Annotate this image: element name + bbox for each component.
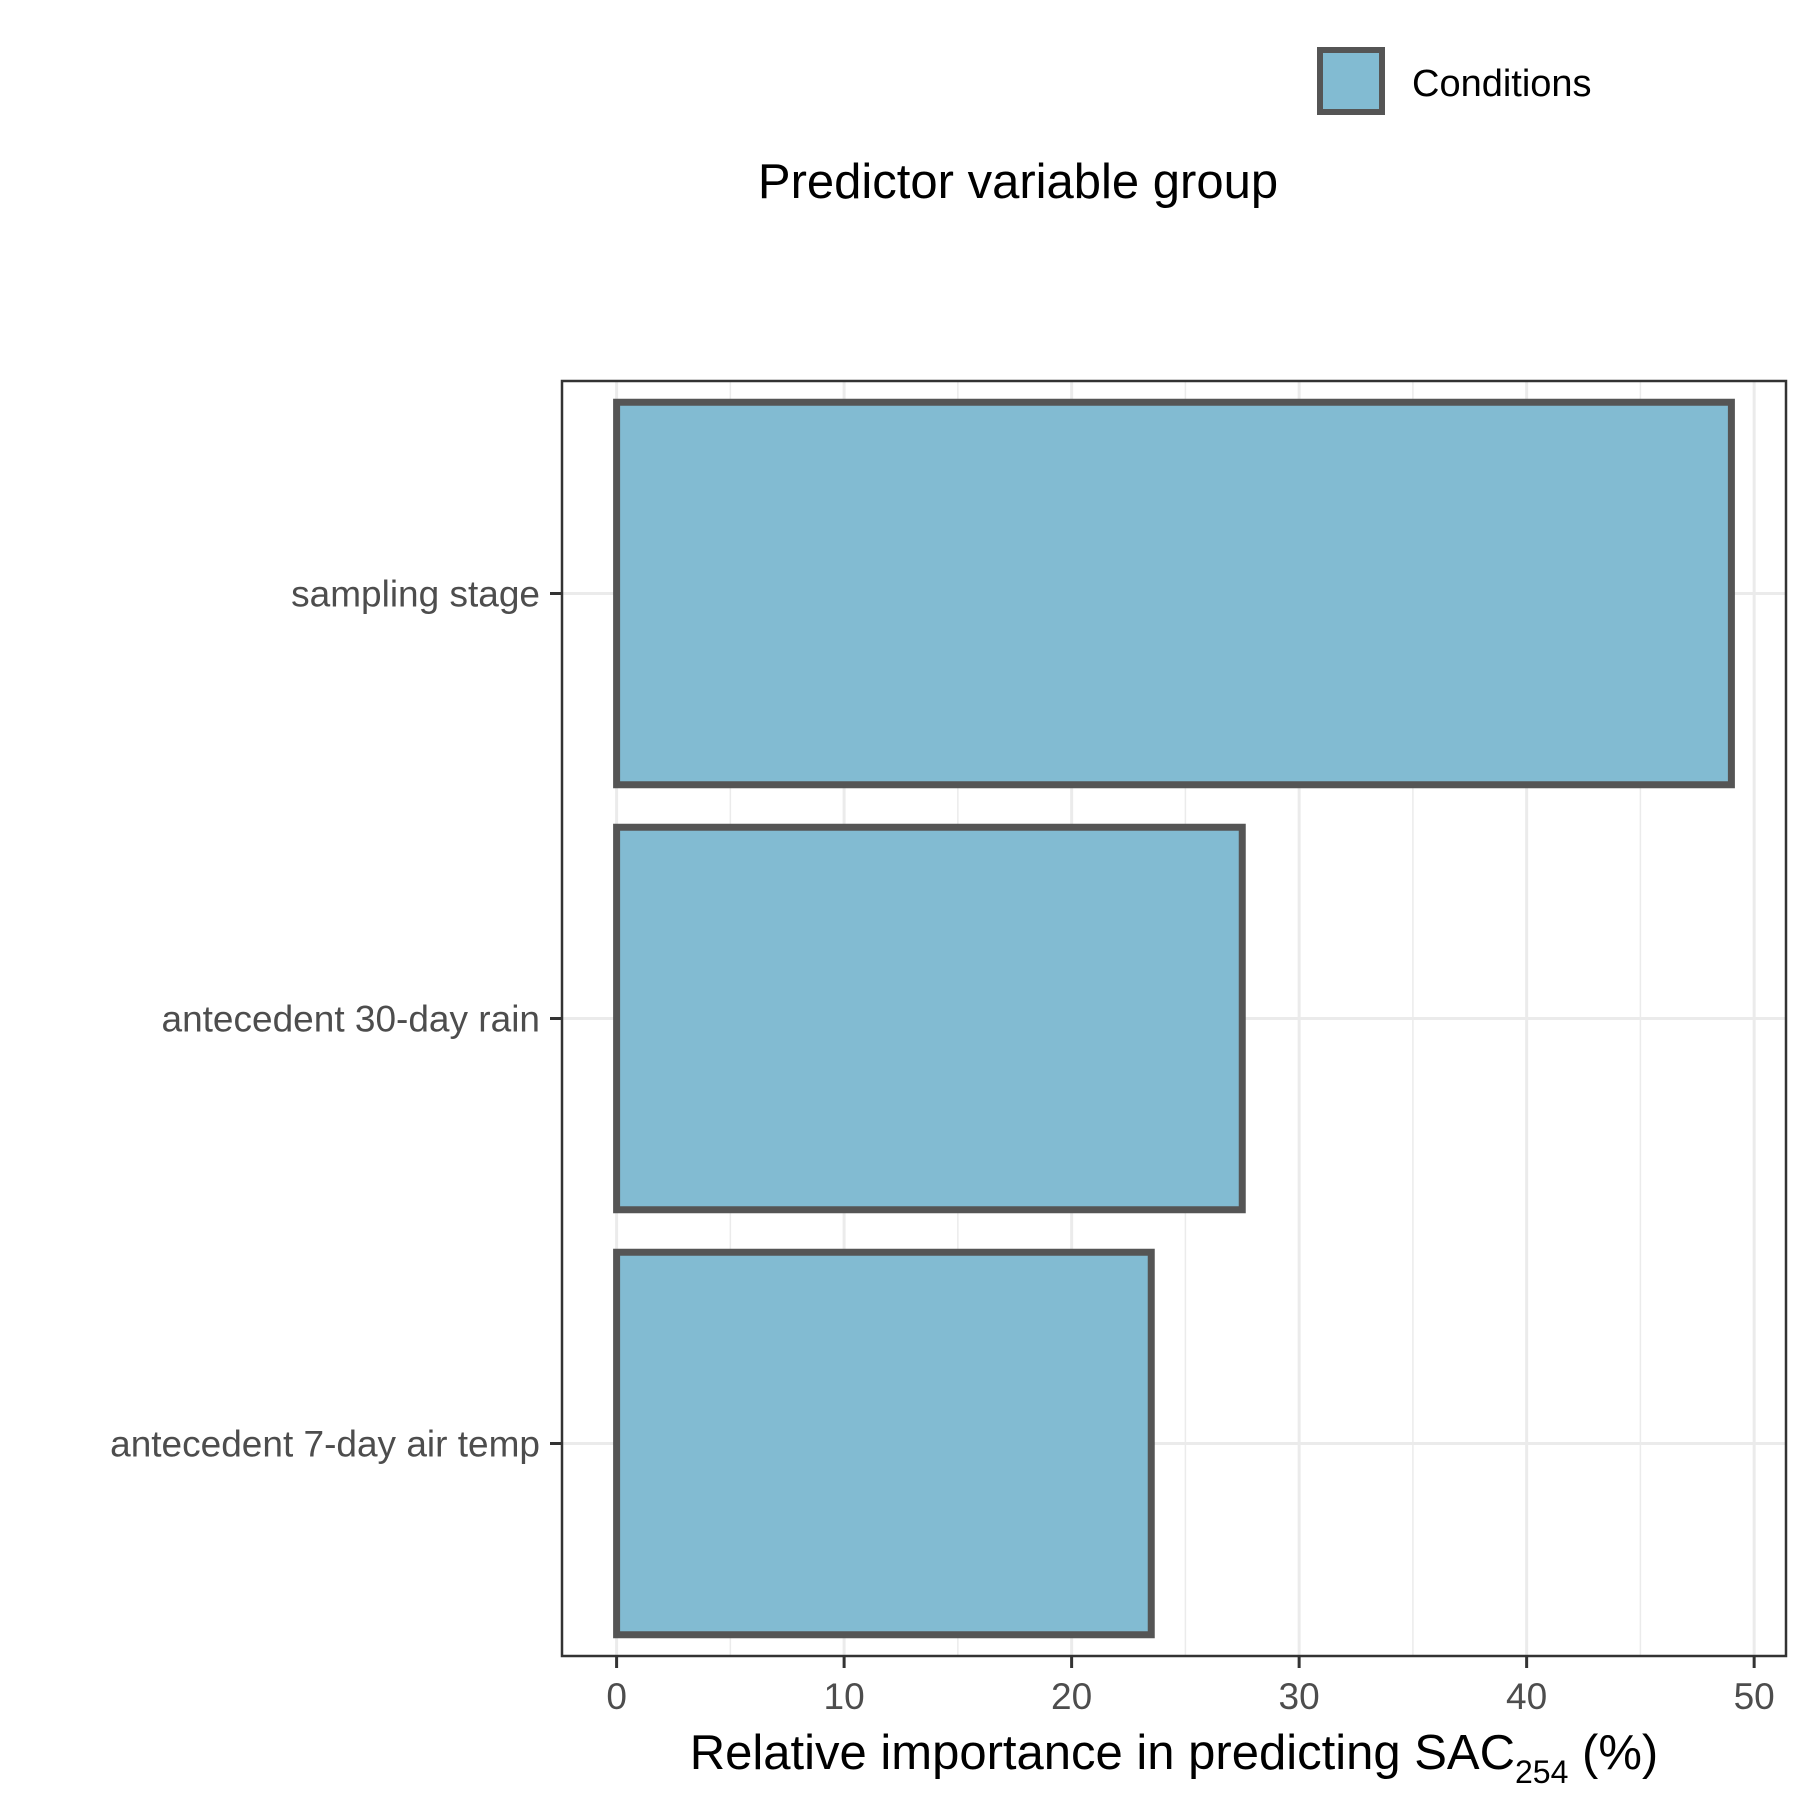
- x-axis-title: Relative importance in predicting SAC254…: [690, 1726, 1658, 1790]
- bar-antecedent-7-day-air-temp: [613, 1248, 1155, 1639]
- bar-antecedent-30-day-rain: [613, 823, 1246, 1214]
- x-tick-label: 0: [606, 1676, 627, 1717]
- x-tick-label: 20: [1051, 1676, 1092, 1717]
- x-tick-label: 30: [1279, 1676, 1320, 1717]
- y-tick-label: antecedent 30-day rain: [162, 999, 541, 1040]
- x-tick-label: 10: [824, 1676, 865, 1717]
- bar-sampling-stage: [613, 398, 1735, 789]
- x-tick-label: 40: [1506, 1676, 1547, 1717]
- bars-layer: [613, 398, 1735, 1639]
- legend-label-conditions: Conditions: [1412, 63, 1592, 105]
- x-tick-label: 50: [1734, 1676, 1775, 1717]
- y-tick-label: antecedent 7-day air temp: [110, 1424, 540, 1465]
- y-tick-label: sampling stage: [291, 574, 540, 615]
- plot-area: [560, 379, 1788, 1658]
- legend-title: Predictor variable group: [758, 155, 1278, 209]
- legend: Conditions Predictor variable group: [758, 47, 1592, 209]
- y-axis: sampling stage antecedent 30-day rain ante…: [110, 574, 562, 1465]
- x-axis: 0 10 20 30 40 50: [606, 1656, 1775, 1717]
- legend-key-conditions: [1317, 47, 1385, 115]
